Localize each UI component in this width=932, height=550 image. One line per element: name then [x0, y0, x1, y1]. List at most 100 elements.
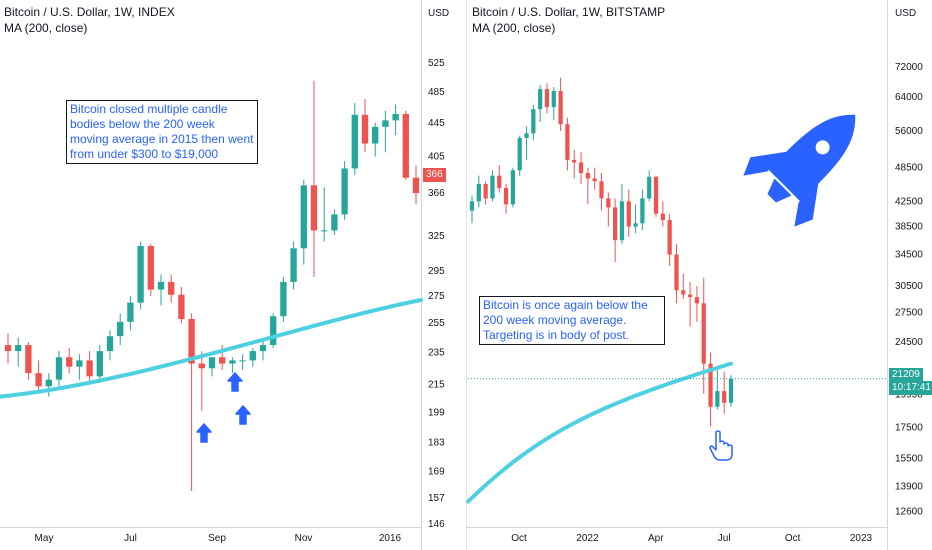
- left-candle-body: [392, 113, 399, 121]
- right-y-tick-label: 34500: [895, 250, 923, 261]
- right-candle-body: [667, 220, 672, 255]
- left-candle-body: [76, 360, 83, 367]
- left-candle-body: [157, 281, 165, 290]
- right-candle-body: [626, 201, 631, 227]
- right-candle-body: [544, 89, 550, 108]
- left-y-tick-label: 199: [428, 407, 445, 418]
- right-candle-body: [613, 207, 618, 241]
- left-candle-body: [25, 345, 32, 374]
- right-x-tick-label: Apr: [648, 533, 664, 544]
- left-candle-body: [310, 185, 318, 231]
- left-y-tick-label: 445: [428, 118, 445, 129]
- left-candle-body: [198, 363, 205, 369]
- right-candle-body: [565, 124, 570, 160]
- left-x-tick-label: 2016: [379, 533, 402, 544]
- right-candle-body: [558, 91, 563, 125]
- left-chart-title: Bitcoin / U.S. Dollar, 1W, INDEX: [4, 5, 175, 19]
- left-candle-body: [280, 281, 287, 317]
- right-candle-body: [585, 172, 590, 179]
- arrow-up-icon: [196, 423, 212, 443]
- left-y-tick-label: 275: [428, 291, 445, 302]
- left-candle-body: [147, 246, 154, 290]
- right-candle-body: [715, 391, 720, 407]
- left-candle-body: [412, 177, 420, 194]
- right-y-tick-label: 17500: [895, 423, 923, 434]
- right-candle-body: [510, 170, 516, 205]
- left-y-tick-label: 169: [428, 466, 445, 477]
- left-candle-body: [15, 345, 22, 352]
- right-candle-body: [653, 176, 659, 214]
- left-candle-body: [117, 321, 124, 337]
- right-candle-body: [599, 181, 604, 199]
- left-candle-body: [96, 351, 103, 377]
- left-candle-body: [402, 113, 409, 178]
- left-y-tick-label: 325: [428, 231, 445, 242]
- left-indicator-label: MA (200, close): [4, 21, 87, 35]
- right-candle-body: [578, 162, 584, 173]
- left-x-tick-label: Sep: [208, 533, 226, 544]
- left-candle-body: [66, 357, 73, 367]
- left-candle-body: [168, 281, 175, 295]
- left-candle-body: [290, 248, 297, 282]
- right-countdown-tag: 10:17:41: [889, 381, 932, 395]
- left-y-tick-label: 157: [428, 493, 445, 504]
- right-candle-body: [722, 391, 727, 403]
- left-y-tick-label: 485: [428, 87, 445, 98]
- right-ma200-line: [466, 361, 733, 504]
- right-candle-body: [592, 178, 597, 182]
- right-candle-body: [606, 198, 611, 208]
- right-y-tick-label: 48500: [895, 163, 923, 174]
- right-candle-body: [687, 294, 693, 298]
- right-price-tag: 21209: [889, 368, 923, 382]
- left-currency-label: USD: [428, 8, 449, 19]
- rocket-icon: [743, 114, 856, 227]
- left-candle-body: [208, 357, 216, 369]
- left-candle-body: [45, 379, 52, 387]
- left-candle-body: [35, 373, 42, 387]
- left-candle-body: [4, 345, 12, 352]
- left-y-tick-label: 525: [428, 58, 445, 69]
- left-candle-body: [372, 126, 379, 144]
- left-candle-body: [321, 230, 328, 232]
- right-y-tick-label: 56000: [895, 126, 923, 137]
- left-candle-body: [137, 246, 144, 303]
- right-candle-body: [476, 183, 481, 202]
- right-y-tick-label: 24500: [895, 337, 923, 348]
- left-candle-body: [55, 357, 63, 380]
- right-candle-body: [640, 198, 645, 224]
- left-candle-body: [341, 168, 348, 215]
- right-candle-body: [619, 201, 625, 241]
- right-candle-body: [701, 303, 706, 364]
- arrow-up-icon: [235, 405, 251, 425]
- right-candle-body: [469, 201, 475, 211]
- left-chart-panel[interactable]: Bitcoin / U.S. Dollar, 1W, INDEX MA (200…: [0, 0, 466, 550]
- right-y-tick-label: 72000: [895, 62, 923, 73]
- right-candle-body: [517, 137, 522, 171]
- left-candle-body: [127, 302, 134, 322]
- right-candle-body: [524, 133, 529, 138]
- right-candle-body: [490, 175, 495, 199]
- right-candle-body: [681, 290, 686, 295]
- left-y-tick-label: 255: [428, 318, 445, 329]
- left-candle-body: [178, 294, 185, 320]
- left-y-tick-label: 146: [428, 519, 445, 530]
- left-y-tick-label: 215: [428, 380, 445, 391]
- left-candle-body: [331, 214, 338, 231]
- right-currency-label: USD: [895, 8, 916, 19]
- left-x-tick-label: Nov: [295, 533, 313, 544]
- right-candle-body: [660, 213, 665, 221]
- right-candle-body: [647, 176, 652, 199]
- right-candle-body: [531, 109, 536, 134]
- right-y-tick-label: 27500: [895, 307, 923, 318]
- left-candle-body: [86, 360, 93, 377]
- arrow-up-icon: [227, 372, 243, 392]
- left-candle-body: [229, 360, 236, 364]
- right-y-tick-label: 15500: [895, 454, 923, 465]
- right-x-tick-label: 2023: [850, 533, 873, 544]
- left-candle-body: [219, 357, 226, 364]
- left-candle-body: [300, 185, 307, 249]
- left-candle-body: [259, 345, 267, 352]
- right-candle-body: [708, 363, 713, 407]
- right-indicator-label: MA (200, close): [472, 21, 555, 35]
